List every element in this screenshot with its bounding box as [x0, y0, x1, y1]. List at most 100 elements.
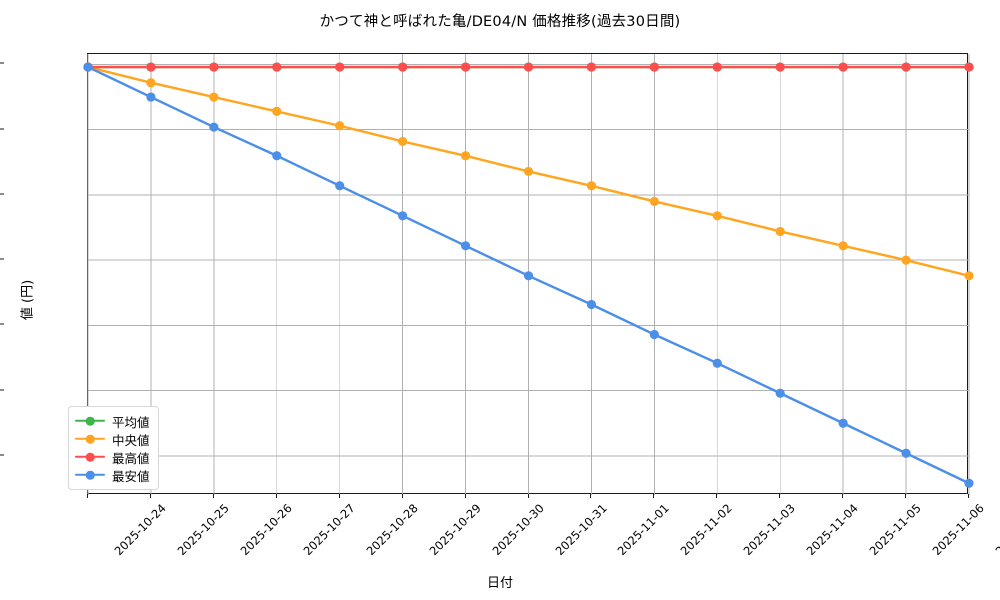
data-point: [398, 62, 408, 72]
x-tick-label: 2025-10-24: [111, 501, 169, 559]
data-point: [460, 241, 471, 251]
x-tick-label: 2025-11-07: [992, 501, 1000, 559]
data-point: [272, 62, 282, 72]
data-point: [649, 62, 659, 72]
x-tick-label: 2025-10-29: [426, 501, 484, 559]
data-point: [775, 62, 785, 72]
data-point: [649, 196, 659, 207]
data-point: [398, 136, 408, 147]
data-point: [775, 226, 785, 237]
x-tick-mark: [968, 494, 969, 498]
data-point: [586, 181, 597, 191]
x-tick-mark: [401, 494, 403, 498]
data-point: [398, 211, 408, 221]
data-point: [901, 448, 911, 458]
x-tick-mark: [842, 494, 844, 498]
data-point: [901, 255, 911, 265]
legend-label: 平均値: [112, 414, 150, 430]
data-series-layer: [83, 62, 974, 488]
data-point: [146, 92, 156, 102]
data-point: [146, 78, 156, 88]
x-tick-label: 2025-10-25: [174, 501, 232, 559]
x-axis-title: 日付: [486, 576, 513, 591]
legend-item-3[interactable]: 最安値: [75, 466, 150, 484]
data-point: [335, 121, 345, 131]
data-point: [712, 358, 722, 368]
x-tick-label: 2025-10-31: [552, 501, 610, 559]
x-tick-label: 2025-11-01: [614, 501, 673, 559]
y-axis-ticks: 100150200250300350400: [0, 0, 87, 600]
y-tick-mark: [0, 193, 4, 195]
legend-label: 最安値: [112, 468, 150, 484]
legend-marker-icon: [75, 432, 105, 446]
data-point: [964, 271, 974, 281]
y-tick-mark: [0, 454, 4, 456]
x-tick-label: 2025-11-05: [866, 501, 924, 559]
data-point: [964, 478, 974, 488]
data-point: [209, 62, 219, 72]
data-point: [838, 241, 848, 251]
y-tick-mark: [0, 62, 4, 64]
legend-item-2[interactable]: 最高値: [75, 448, 150, 466]
x-tick-mark: [338, 494, 340, 498]
data-point: [838, 62, 848, 72]
x-tick-mark: [212, 494, 214, 498]
chart-title: かつて神と呼ばれた亀/DE04/N 価格推移(過去30日間): [319, 14, 681, 30]
plot-area: [83, 53, 974, 495]
x-tick-mark: [716, 494, 718, 498]
x-tick-label: 2025-10-27: [300, 501, 358, 559]
x-tick-label: 2025-10-28: [363, 501, 421, 559]
data-point: [523, 62, 534, 72]
data-point: [335, 62, 345, 72]
legend-marker-icon: [75, 450, 105, 464]
data-point: [586, 62, 597, 72]
data-point: [272, 151, 282, 161]
data-point: [460, 62, 471, 72]
x-tick-mark: [590, 494, 592, 498]
data-point: [649, 329, 659, 340]
x-tick-mark: [779, 494, 781, 498]
data-point: [712, 62, 722, 72]
grid-lines: [87, 54, 970, 495]
y-tick-mark: [0, 389, 4, 391]
data-point: [83, 62, 93, 72]
data-point: [901, 62, 911, 72]
x-tick-label: 2025-11-03: [740, 501, 799, 559]
x-tick-mark: [527, 494, 529, 498]
data-point: [712, 211, 722, 221]
legend-marker-icon: [75, 414, 105, 428]
x-tick-mark: [464, 494, 466, 498]
x-tick-label: 2025-10-30: [489, 501, 547, 559]
y-tick-mark: [0, 258, 4, 260]
legend-label: 最高値: [112, 450, 150, 466]
legend-item-1[interactable]: 中央値: [75, 430, 150, 448]
x-tick-mark: [149, 494, 151, 498]
y-tick-mark: [0, 323, 4, 325]
legend-item-0[interactable]: 平均値: [75, 412, 150, 430]
data-point: [523, 271, 534, 281]
data-point: [523, 166, 534, 177]
data-point: [775, 388, 785, 398]
data-point: [146, 62, 156, 72]
x-tick-mark: [653, 494, 655, 498]
x-tick-label: 2025-11-02: [677, 501, 736, 559]
data-point: [460, 151, 471, 161]
data-point: [335, 181, 345, 191]
x-tick-mark: [905, 494, 907, 498]
x-tick-label: 2025-10-26: [237, 501, 295, 559]
data-point: [586, 299, 597, 310]
y-tick-mark: [0, 128, 4, 130]
data-point: [964, 62, 974, 72]
data-point: [209, 92, 219, 102]
x-tick-mark: [275, 494, 277, 498]
chart-legend[interactable]: 平均値 中央値最高値最安値: [68, 406, 159, 490]
x-tick-label: 2025-11-06: [929, 501, 987, 559]
x-tick-label: 2025-11-04: [803, 501, 861, 559]
data-point: [272, 106, 282, 117]
data-point: [209, 122, 219, 132]
data-point: [838, 418, 848, 428]
x-tick-mark: [87, 494, 88, 498]
legend-marker-icon: [75, 468, 105, 482]
